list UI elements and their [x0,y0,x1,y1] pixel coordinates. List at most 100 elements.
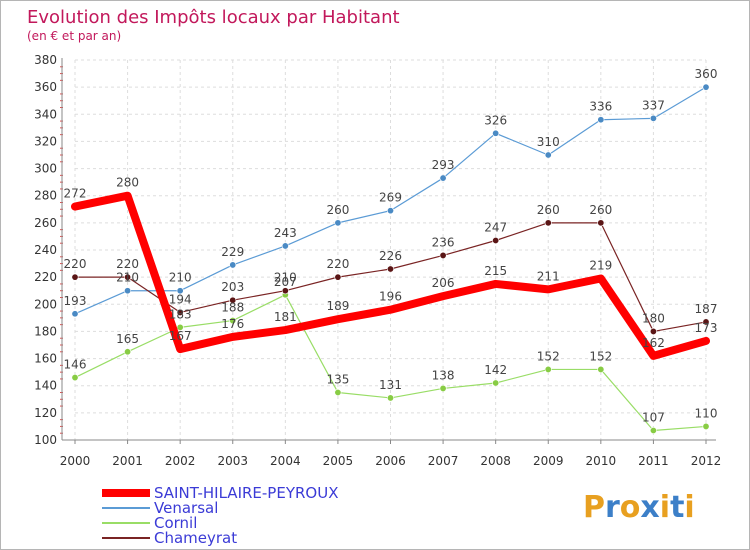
point-chameyrat-2004 [281,287,289,295]
data-label-cornil-2005: 135 [326,373,349,387]
data-label-venarsal-2008: 326 [484,113,507,127]
point-chameyrat-2011 [649,327,657,335]
point-cornil-2010 [597,365,605,373]
logo-letter: P [583,490,605,525]
point-cornil-2006 [386,394,394,402]
logo-letter: x [640,490,659,525]
ytick-label-100: 100 [34,433,57,447]
point-cornil-2001 [124,348,132,356]
data-label-saint-hilaire-peyroux-2002: 167 [169,329,192,343]
data-label-venarsal-2007: 293 [432,158,455,172]
data-label-chameyrat-2010: 260 [589,203,612,217]
point-venarsal-2007 [439,174,447,182]
data-label-cornil-2001: 165 [116,332,139,346]
point-venarsal-2006 [386,207,394,215]
data-label-chameyrat-2006: 226 [379,249,402,263]
legend-label-cornil: Cornil [154,514,197,532]
data-label-chameyrat-2011: 180 [642,311,665,325]
ytick-label-240: 240 [34,243,57,257]
point-chameyrat-2012 [702,318,710,326]
data-label-saint-hilaire-peyroux-2008: 215 [484,264,507,278]
data-label-saint-hilaire-peyroux-2004: 181 [274,310,297,324]
point-venarsal-2010 [597,116,605,124]
data-label-saint-hilaire-peyroux-2007: 206 [432,276,455,290]
xtick-label-2011: 2011 [638,454,669,468]
point-venarsal-2001 [124,287,132,295]
point-chameyrat-2006 [386,265,394,273]
data-label-venarsal-2004: 243 [274,226,297,240]
ytick-label-140: 140 [34,379,57,393]
legend-label-chameyrat: Chameyrat [154,529,237,547]
point-chameyrat-2008 [492,237,500,245]
xtick-label-2007: 2007 [428,454,459,468]
ytick-label-220: 220 [34,270,57,284]
data-label-cornil-2002: 183 [169,307,192,321]
data-label-venarsal-2003: 229 [221,245,244,259]
point-venarsal-2008 [492,129,500,137]
ytick-label-300: 300 [34,162,57,176]
data-label-venarsal-2002: 210 [169,271,192,285]
xtick-label-2009: 2009 [533,454,564,468]
data-label-chameyrat-2008: 247 [484,221,507,235]
data-label-saint-hilaire-peyroux-2012: 173 [695,321,718,335]
point-venarsal-2002 [176,287,184,295]
series-line-saint-hilaire-peyroux [71,191,710,360]
legend: SAINT-HILAIRE-PEYROUXVenarsalCornilChame… [102,484,338,547]
legend-label-saint-hilaire-peyroux: SAINT-HILAIRE-PEYROUX [154,484,338,502]
data-label-cornil-2000: 146 [64,358,87,372]
data-label-saint-hilaire-peyroux-2003: 176 [221,317,244,331]
point-chameyrat-2002 [176,308,184,316]
point-cornil-2007 [439,384,447,392]
data-label-cornil-2003: 188 [221,301,244,315]
data-label-cornil-2011: 107 [642,411,665,425]
point-chameyrat-2000 [71,273,79,281]
point-venarsal-2000 [71,310,79,318]
xtick-label-2008: 2008 [480,454,511,468]
data-label-chameyrat-2002: 194 [169,292,192,306]
xtick-label-2004: 2004 [270,454,301,468]
series-layer [71,83,710,434]
xtick-label-2005: 2005 [323,454,354,468]
point-cornil-2011 [649,426,657,434]
ytick-label-360: 360 [34,80,57,94]
point-venarsal-2005 [334,219,342,227]
data-label-cornil-2007: 138 [432,368,455,382]
data-label-saint-hilaire-peyroux-2000: 272 [64,187,87,201]
point-chameyrat-2010 [597,219,605,227]
data-label-venarsal-2005: 260 [326,203,349,217]
data-label-cornil-2008: 142 [484,363,507,377]
data-label-venarsal-2000: 193 [64,294,87,308]
ytick-label-200: 200 [34,297,57,311]
xtick-label-2010: 2010 [586,454,617,468]
axes: 100 120 140 160 180 200 220 240 260 280 300 320 340 3… [34,53,721,468]
ytick-label-180: 180 [34,324,57,338]
point-chameyrat-2007 [439,251,447,259]
point-cornil-2012 [702,422,710,430]
ytick-label-380: 380 [34,53,57,67]
data-label-venarsal-2009: 310 [537,135,560,149]
ytick-label-320: 320 [34,134,57,148]
logo-letter: o [620,490,641,525]
data-label-chameyrat-2007: 236 [432,235,455,249]
point-venarsal-2011 [649,114,657,122]
logo-text: Proxiti [583,490,695,525]
data-label-chameyrat-2005: 220 [326,257,349,271]
logo-letter: r [605,490,620,525]
point-cornil-2002 [176,323,184,331]
data-label-chameyrat-2012: 187 [695,302,718,316]
xtick-label-2006: 2006 [375,454,406,468]
chart-subtitle: (en € et par an) [27,29,121,43]
xtick-label-2003: 2003 [217,454,248,468]
data-label-venarsal-2006: 269 [379,191,402,205]
point-cornil-2000 [71,374,79,382]
point-venarsal-2003 [229,261,237,269]
data-label-venarsal-2011: 337 [642,98,665,112]
legend-label-venarsal: Venarsal [154,499,218,517]
data-label-saint-hilaire-peyroux-2010: 219 [589,259,612,273]
logo-letter: t [670,490,684,525]
logo-letter: i [684,490,694,525]
logo-letter: i [660,490,670,525]
point-venarsal-2012 [702,83,710,91]
data-label-saint-hilaire-peyroux-2001: 280 [116,176,139,190]
point-cornil-2003 [229,317,237,325]
